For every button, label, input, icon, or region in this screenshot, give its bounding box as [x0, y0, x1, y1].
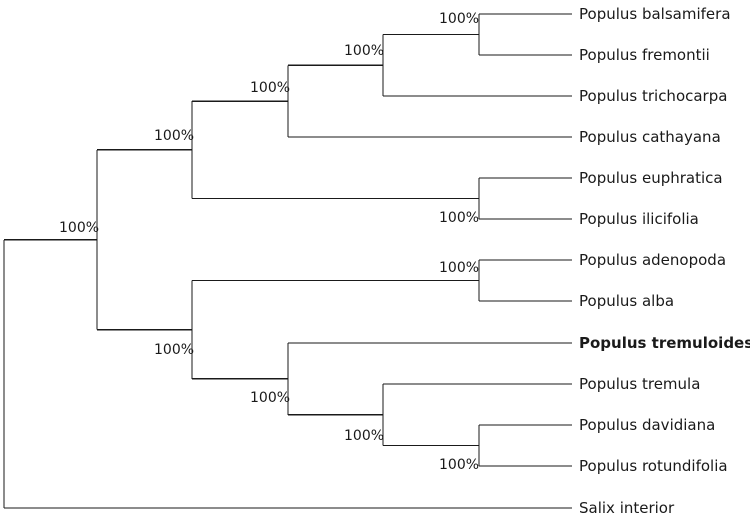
- taxon-label-tremuloides: Populus tremuloides: [579, 334, 750, 352]
- support-label-balsam_clade: 100%: [250, 80, 290, 96]
- taxon-label-alba: Populus alba: [579, 292, 674, 310]
- taxon-label-tremula: Populus tremula: [579, 375, 700, 393]
- taxon-label-balsamifera: Populus balsamifera: [579, 5, 731, 23]
- support-label-dav_rot: 100%: [439, 457, 479, 473]
- support-label-ingroup: 100%: [59, 220, 99, 236]
- tree-branches: [3, 13, 572, 509]
- taxon-label-adenopoda: Populus adenopoda: [579, 251, 726, 269]
- taxon-label-rotundifolia: Populus rotundifolia: [579, 457, 728, 475]
- support-label-clade_b: 100%: [154, 342, 194, 358]
- support-label-bal_fre_tri: 100%: [344, 43, 384, 59]
- support-label-clade_a: 100%: [154, 128, 194, 144]
- taxon-label-fremontii: Populus fremontii: [579, 46, 710, 64]
- taxon-label-ilicifolia: Populus ilicifolia: [579, 210, 699, 228]
- taxon-labels: Populus balsamifera Populus fremontii Popu…: [579, 5, 750, 517]
- support-label-tre_dav_rot: 100%: [344, 428, 384, 444]
- support-label-eup_ili: 100%: [439, 210, 479, 226]
- support-label-bal_fre: 100%: [439, 11, 479, 27]
- support-label-ade_alb: 100%: [439, 260, 479, 276]
- support-label-aspen_clade: 100%: [250, 390, 290, 406]
- taxon-label-euphratica: Populus euphratica: [579, 169, 723, 187]
- taxon-label-salix: Salix interior: [579, 499, 675, 517]
- taxon-label-davidiana: Populus davidiana: [579, 416, 715, 434]
- taxon-label-cathayana: Populus cathayana: [579, 128, 721, 146]
- support-labels: 100% 100% 100% 100% 100% 100% 100% 100% 100% 100%…: [59, 11, 479, 473]
- taxon-label-trichocarpa: Populus trichocarpa: [579, 87, 727, 105]
